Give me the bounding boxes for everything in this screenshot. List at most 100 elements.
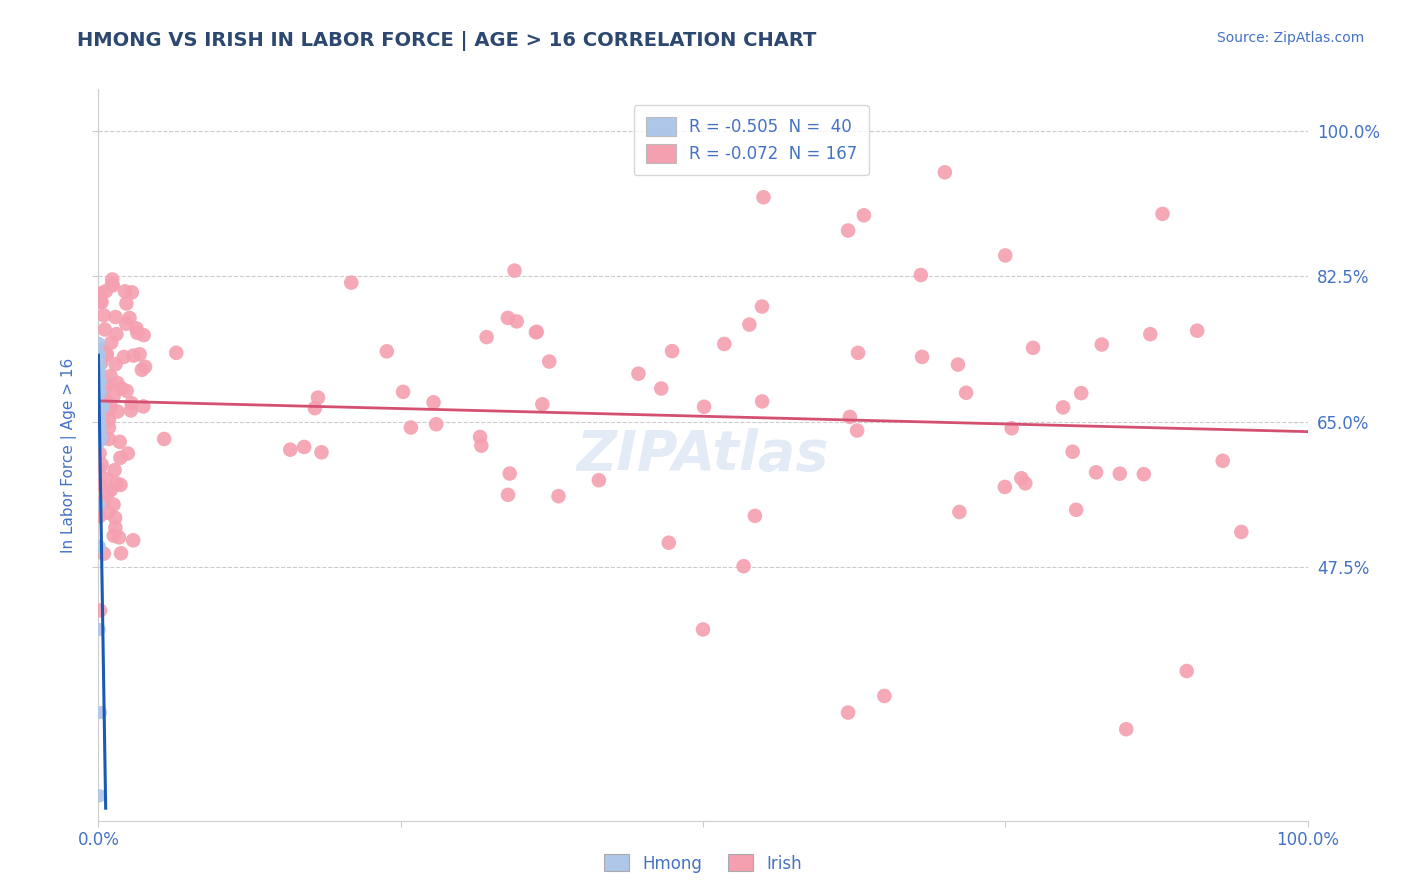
Point <box>96 380 118 394</box>
Point <box>128 347 150 361</box>
Point <box>744 508 766 523</box>
Point <box>91 375 114 389</box>
Point <box>90 391 112 405</box>
Point <box>104 357 127 371</box>
Point <box>948 505 970 519</box>
Point <box>733 559 755 574</box>
Point <box>103 498 125 512</box>
Point <box>1062 444 1084 458</box>
Point <box>90 356 112 370</box>
Y-axis label: In Labor Force | Age > 16: In Labor Force | Age > 16 <box>60 358 77 552</box>
Point <box>392 384 415 399</box>
Point <box>100 335 122 350</box>
Point <box>311 445 333 459</box>
Point <box>1085 465 1108 479</box>
Point <box>91 417 114 431</box>
Point <box>89 509 111 524</box>
Point <box>93 415 115 429</box>
Point <box>89 424 111 438</box>
Point <box>87 498 110 512</box>
Point <box>90 431 112 445</box>
Point <box>105 476 128 491</box>
Point <box>107 404 129 418</box>
Point <box>955 385 977 400</box>
Point <box>90 458 112 472</box>
Point <box>852 208 875 222</box>
Legend: R = -0.505  N =  40, R = -0.072  N = 167: R = -0.505 N = 40, R = -0.072 N = 167 <box>634 105 869 175</box>
Point <box>87 388 110 402</box>
Point <box>994 480 1017 494</box>
Point <box>118 310 141 325</box>
Point <box>101 272 124 286</box>
Point <box>96 394 118 409</box>
Point <box>496 488 519 502</box>
Point <box>1212 454 1234 468</box>
Point <box>93 547 115 561</box>
Point <box>107 376 129 390</box>
Point <box>94 322 117 336</box>
Point <box>153 432 176 446</box>
Point <box>846 424 869 438</box>
Point <box>89 391 111 405</box>
Point <box>89 354 111 368</box>
Point <box>661 344 683 359</box>
Point <box>89 477 111 491</box>
Point <box>89 603 111 617</box>
Point <box>114 285 136 299</box>
Point <box>713 337 735 351</box>
Point <box>1014 476 1036 491</box>
Point <box>110 478 132 492</box>
Point <box>1022 341 1045 355</box>
Point <box>93 400 115 414</box>
Point <box>89 789 111 803</box>
Point <box>837 223 859 237</box>
Point <box>115 317 138 331</box>
Point <box>89 294 111 309</box>
Point <box>837 706 859 720</box>
Point <box>911 350 934 364</box>
Point <box>1001 421 1024 435</box>
Point <box>1108 467 1130 481</box>
Point <box>496 310 519 325</box>
Point <box>91 343 114 358</box>
Point <box>89 623 111 637</box>
Point <box>538 354 561 368</box>
Point <box>87 385 110 400</box>
Point <box>1185 324 1208 338</box>
Point <box>131 363 153 377</box>
Point <box>1175 664 1198 678</box>
Point <box>89 370 111 384</box>
Point <box>89 365 111 379</box>
Point <box>873 689 896 703</box>
Point <box>89 348 111 362</box>
Point <box>87 364 110 378</box>
Point <box>1139 327 1161 342</box>
Point <box>399 420 422 434</box>
Point <box>93 495 115 509</box>
Point <box>650 382 672 396</box>
Point <box>87 371 110 385</box>
Point <box>87 371 110 385</box>
Point <box>117 446 139 460</box>
Point <box>838 409 860 424</box>
Point <box>110 450 132 465</box>
Point <box>304 401 326 416</box>
Point <box>87 373 110 387</box>
Point <box>505 314 527 328</box>
Point <box>121 285 143 300</box>
Point <box>93 309 115 323</box>
Point <box>90 388 112 402</box>
Point <box>89 415 111 429</box>
Point <box>87 408 110 422</box>
Point <box>120 403 142 417</box>
Point <box>110 546 132 560</box>
Point <box>89 461 111 475</box>
Point <box>87 367 110 381</box>
Point <box>122 349 145 363</box>
Point <box>292 440 315 454</box>
Point <box>588 473 610 487</box>
Point <box>89 357 111 371</box>
Point <box>87 367 110 381</box>
Point <box>89 409 111 424</box>
Point <box>89 287 111 301</box>
